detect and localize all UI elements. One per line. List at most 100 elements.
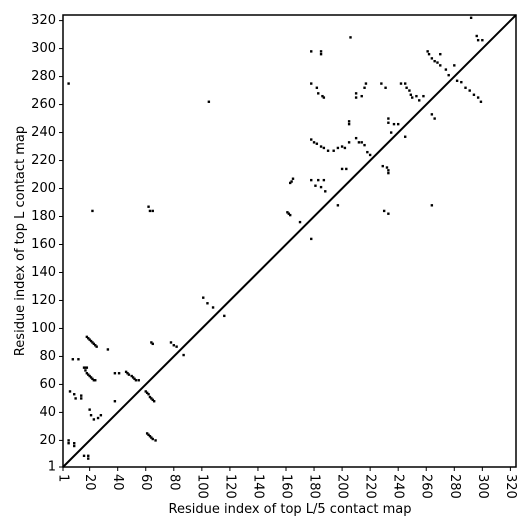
contact-point [151,342,154,346]
contact-point [84,366,87,369]
contact-point [87,373,90,376]
x-tick-label: 100 [194,474,209,499]
contact-point [479,100,483,103]
contact-point [88,338,91,341]
x-tick-label: 260 [419,474,434,499]
contact-point [332,149,335,152]
contact-point [89,414,93,417]
contact-point [298,220,302,224]
contact-point [88,374,91,378]
x-tick-label: 180 [307,474,322,499]
contact-point [88,408,91,411]
contact-point [422,94,425,98]
contact-point [182,353,185,357]
x-tick-label: 80 [166,474,181,491]
contact-point [326,149,330,152]
x-axis-label: Residue index of top L/5 contact map [169,502,412,517]
contact-point [380,82,383,85]
contact-point [354,92,358,95]
contact-point [321,94,324,98]
contact-point [124,370,128,374]
contact-point [117,372,121,375]
contact-point [389,131,393,134]
contact-point [315,142,319,145]
contact-point [349,36,352,39]
y-axis-label: Residue index of top L contact map [13,126,28,356]
contact-point [80,397,83,400]
contact-point [67,82,70,85]
contact-point [475,34,478,38]
contact-point [469,16,473,19]
contact-point [385,166,389,169]
contact-point [455,79,459,82]
contact-point [427,52,431,56]
y-tick-label: 220 [31,153,56,168]
contact-point [439,64,442,67]
contact-point [150,341,153,344]
contact-point [92,379,96,382]
contact-point [360,141,363,144]
y-tick-label: 200 [31,181,56,196]
contact-point [430,204,434,207]
y-tick-label: 160 [31,237,56,252]
contact-point [347,141,351,144]
contact-point [96,416,100,420]
contact-point [310,178,313,182]
contact-point [426,50,429,53]
contact-point [411,96,414,99]
contact-point [207,100,211,103]
contact-point [223,314,226,318]
contact-point [476,96,480,99]
contact-point [430,113,434,116]
contact-point [95,345,98,348]
contact-point [357,141,361,144]
contact-point [82,454,86,458]
y-tick-label: 140 [31,265,56,280]
contact-point [92,342,96,346]
contact-point [291,177,295,180]
contact-point [382,209,386,213]
contact-point [387,212,390,215]
contact-point [310,82,313,85]
contact-point [91,341,94,344]
x-tick-label: 20 [82,474,97,491]
contact-point [144,390,147,393]
diagonal-line [62,14,517,468]
contact-point [363,143,366,147]
contact-point [92,418,96,421]
contact-point [408,89,411,92]
contact-point [73,444,76,448]
y-tick-label: 240 [31,125,56,140]
contact-point [147,433,150,437]
y-tick-label: 1 [48,460,56,475]
contact-point [409,93,413,96]
contact-point [396,122,400,126]
contact-point [169,341,173,344]
contact-point [113,372,117,375]
contact-point [85,335,89,339]
contact-point [319,185,323,189]
contact-point [404,82,407,85]
contact-point [113,400,117,403]
contact-point [312,141,316,144]
contact-point [439,52,442,56]
contact-point [85,366,89,369]
x-tick-label: 220 [363,474,378,499]
contact-point [360,94,363,98]
contact-point [404,135,407,138]
y-tick-label: 60 [39,377,56,392]
contact-point [433,59,436,63]
contact-point [317,92,320,95]
contact-point [89,339,93,343]
contact-point [151,209,154,213]
contact-point [148,209,152,213]
contact-point [130,374,133,378]
contact-point [290,180,293,183]
x-tick-label: 60 [138,474,153,491]
contact-point [148,435,152,438]
contact-point [317,178,320,182]
y-tick-label: 320 [31,13,56,28]
contact-point [322,96,326,99]
contact-point [415,94,418,98]
contact-point [67,439,70,442]
